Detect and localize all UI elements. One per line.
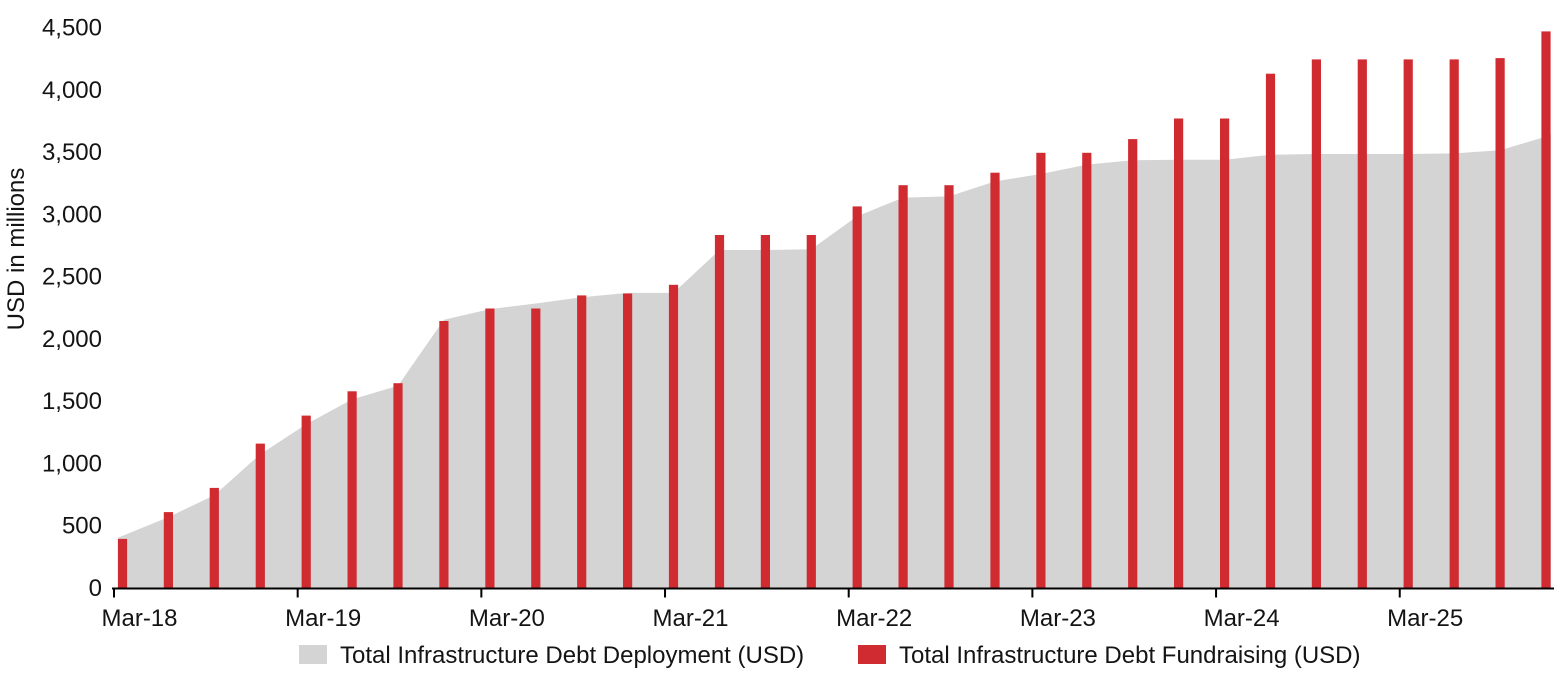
fundraising-bar-Sep-21 — [760, 235, 770, 590]
fundraising-bar-Dec-20 — [623, 293, 633, 590]
legend: Total Infrastructure Debt Deployment (US… — [299, 642, 1361, 669]
fundraising-bar-Dec-24 — [1357, 59, 1367, 590]
fundraising-bar-Jun-20 — [531, 308, 541, 590]
legend-item-fundraising: Total Infrastructure Debt Fundraising (U… — [858, 642, 1361, 669]
y-label-4,500: 4,500 — [42, 15, 102, 42]
fundraising-bar-Mar-19 — [301, 415, 311, 590]
y-axis-labels: 0 500 1,000 1,500 2,000 2,500 3,000 3,500 4,000 4… — [42, 15, 102, 603]
fundraising-bar-Dec-22 — [990, 172, 1000, 590]
fundraising-bar-Sep-19 — [393, 383, 403, 590]
x-axis-ticks — [113, 588, 1401, 598]
fundraising-bar-Jun-21 — [714, 235, 725, 590]
fundraising-bar-series — [117, 31, 1551, 590]
fundraising-bar-Sep-24 — [1311, 59, 1321, 590]
fundraising-bar-Sep-18 — [209, 487, 219, 590]
x-axis-labels: Mar-18 Mar-19 Mar-20 Mar-21 Mar-22 Mar-23 Mar-… — [101, 605, 1463, 632]
fundraising-bar-Dec-18 — [255, 443, 265, 590]
fundraising-bar-Mar-21 — [668, 284, 679, 590]
y-label-3,000: 3,000 — [42, 201, 102, 228]
y-label-3,500: 3,500 — [42, 139, 102, 166]
x-label-Mar-24: Mar-24 — [1204, 605, 1280, 632]
y-label-1,000: 1,000 — [42, 450, 102, 477]
y-label-1,500: 1,500 — [42, 388, 102, 415]
fundraising-bar-Sep-22 — [944, 185, 954, 590]
fundraising-bar-Mar-22 — [852, 206, 862, 590]
fundraising-bar-Mar-18 — [117, 538, 128, 590]
legend-item-deployment: Total Infrastructure Debt Deployment (US… — [299, 642, 804, 669]
x-label-Mar-21: Mar-21 — [652, 605, 728, 632]
fundraising-bar-Sep-25 — [1495, 58, 1505, 590]
fundraising-bar-Mar-20 — [485, 308, 495, 590]
deployment-area — [118, 134, 1551, 589]
fundraising-bar-Dec-19 — [439, 321, 449, 590]
y-label-4,000: 4,000 — [42, 77, 102, 104]
fundraising-bar-Jun-22 — [898, 185, 908, 590]
fundraising-bar-Mar-24 — [1220, 118, 1230, 590]
legend-label-fundraising: Total Infrastructure Debt Fundraising (U… — [899, 642, 1361, 669]
fundraising-bar-Jun-25 — [1449, 59, 1459, 590]
fundraising-bar-Mar-25 — [1403, 59, 1413, 590]
y-label-500: 500 — [62, 513, 102, 540]
y-label-2,500: 2,500 — [42, 264, 102, 291]
x-label-Mar-20: Mar-20 — [469, 605, 545, 632]
y-label-0: 0 — [89, 575, 102, 602]
fundraising-bar-Jun-23 — [1082, 152, 1092, 590]
y-axis-title: USD in millions — [3, 168, 30, 331]
fundraising-bar-Mar-23 — [1036, 152, 1046, 590]
fundraising-bar-Sep-20 — [577, 295, 587, 590]
fundraising-bar-Sep-23 — [1128, 139, 1138, 590]
fundraising-bar-Jun-24 — [1265, 73, 1276, 590]
fundraising-bar-Dec-23 — [1174, 118, 1184, 590]
fundraising-bar-Jun-19 — [347, 391, 357, 590]
fundraising-swatch — [858, 645, 886, 664]
fundraising-bar-Jun-18 — [163, 512, 173, 590]
x-label-Mar-22: Mar-22 — [836, 605, 912, 632]
fundraising-bar-Dec-21 — [806, 235, 816, 590]
deployment-area-series — [118, 134, 1551, 589]
legend-label-deployment: Total Infrastructure Debt Deployment (US… — [340, 642, 804, 669]
y-label-2,000: 2,000 — [42, 326, 102, 353]
x-label-Mar-25: Mar-25 — [1387, 605, 1463, 632]
fundraising-bar-Dec-25 — [1541, 31, 1551, 590]
deployment-swatch — [299, 645, 327, 664]
x-label-Mar-18: Mar-18 — [101, 605, 177, 632]
x-label-Mar-19: Mar-19 — [285, 605, 361, 632]
x-label-Mar-23: Mar-23 — [1020, 605, 1096, 632]
